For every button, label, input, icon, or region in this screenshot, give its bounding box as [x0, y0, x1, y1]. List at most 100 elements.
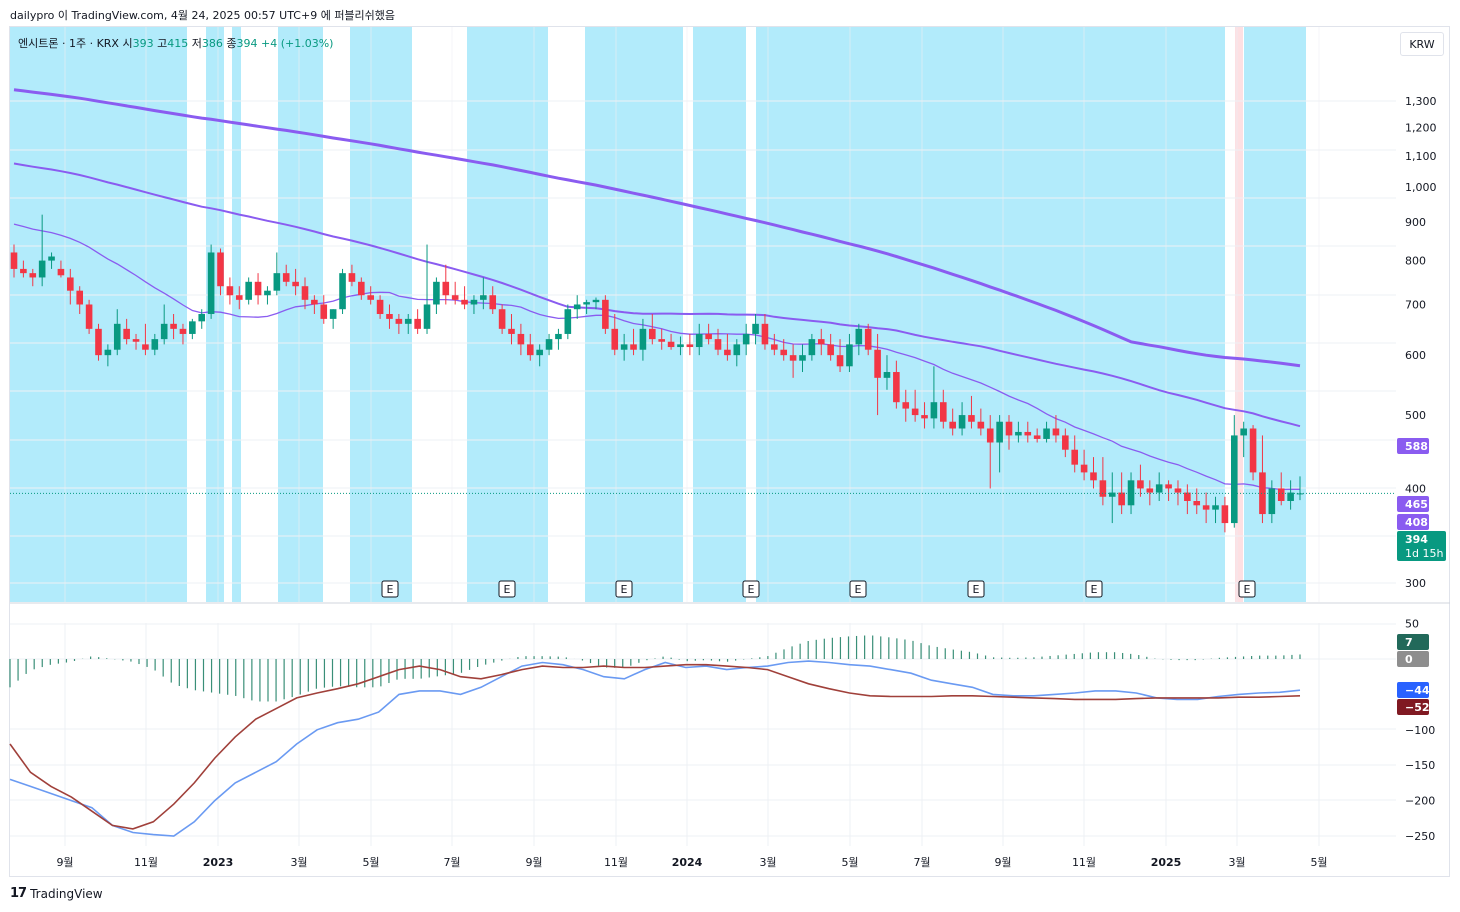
macd-tick-label: 50: [1405, 618, 1419, 631]
currency-button[interactable]: KRW: [1400, 32, 1444, 56]
candle-body: [564, 309, 572, 334]
candle-body: [395, 318, 403, 324]
candle-body: [442, 281, 450, 296]
candle-body: [198, 314, 206, 322]
macd-badge-value: −44: [1405, 684, 1430, 697]
price-badge-value: 465: [1405, 498, 1428, 511]
candle-body: [1268, 488, 1276, 515]
candle-body: [1165, 484, 1172, 489]
shade-band: [278, 27, 323, 602]
candle-body: [113, 323, 121, 350]
shade-band: [350, 27, 412, 602]
candle-body: [414, 318, 421, 329]
time-tick-label: 2023: [203, 856, 234, 869]
tradingview-branding[interactable]: 17 TradingView: [10, 886, 103, 901]
candle-body: [949, 421, 956, 429]
candle-body: [1212, 505, 1219, 510]
shade-band: [1244, 27, 1306, 602]
candle-body: [1174, 488, 1182, 493]
candle-body: [1024, 431, 1032, 436]
earnings-marker-label: E: [1091, 583, 1098, 596]
candle-body: [348, 273, 356, 282]
price-badge: [1397, 438, 1429, 454]
macd-badge-value: −52: [1405, 701, 1430, 714]
earnings-marker: [742, 580, 760, 598]
macd-badge-value: 0: [1405, 653, 1413, 666]
candle-body: [67, 277, 74, 291]
tradingview-logo-icon: 17: [10, 886, 27, 901]
earnings-marker: [849, 580, 867, 598]
earnings-marker-label: E: [504, 583, 511, 596]
candle-body: [264, 290, 271, 296]
time-axis: 9월 11월 2023 3월 5월 7월 9월 11월 2024 3월 5월 7월 9월 11월 2025 3…: [56, 856, 1327, 869]
price-tick-label: 800: [1405, 255, 1426, 268]
candle-body: [799, 355, 806, 361]
candle-body: [686, 344, 694, 348]
price-tick-label: 1,100: [1405, 150, 1437, 163]
candle-body: [151, 339, 159, 350]
candle-body: [226, 286, 234, 296]
candle-body: [404, 318, 412, 324]
candle-body: [986, 428, 994, 443]
shade-band: [467, 27, 548, 602]
candle-body: [649, 328, 656, 340]
candle-body: [273, 273, 281, 291]
candle-body: [555, 333, 562, 340]
candle-body: [1099, 480, 1107, 497]
candle-body: [498, 309, 506, 329]
candle-body: [235, 295, 243, 300]
candle-body: [1184, 492, 1191, 501]
candle-body: [160, 323, 168, 340]
price-badge-value: 408: [1405, 516, 1428, 529]
candle-body: [1221, 505, 1229, 524]
candle-body: [705, 333, 712, 340]
price-tick-label: 700: [1405, 298, 1426, 311]
candle-body: [301, 286, 309, 300]
candle-body: [423, 304, 431, 329]
symbol-legend: 엔시트론 · 1주 · KRX 시393 고415 저386 종394 +4 (…: [18, 35, 333, 51]
candle-body: [1287, 492, 1294, 501]
candle-body: [1118, 492, 1125, 506]
price-tick-label: 1,200: [1405, 121, 1437, 134]
candle-body: [1071, 449, 1079, 465]
candle-body: [1033, 435, 1041, 439]
time-tick-label: 7월: [443, 856, 460, 869]
candle-body: [658, 339, 665, 342]
candle-body: [245, 281, 252, 300]
candle-body: [1230, 435, 1238, 524]
candle-body: [695, 333, 703, 348]
high-value: 415: [167, 37, 189, 50]
price-badge: [1397, 514, 1429, 530]
candle-body: [179, 328, 187, 334]
candle-body: [207, 252, 215, 315]
macd-tick-label: −150: [1405, 759, 1435, 772]
price-badge: [1397, 496, 1429, 512]
candle-body: [742, 333, 750, 345]
earnings-marker-label: E: [748, 583, 755, 596]
time-tick-label: 5월: [362, 856, 379, 869]
candle-body: [545, 339, 553, 350]
candle-body: [1127, 480, 1135, 506]
candle-body: [29, 273, 37, 278]
candle-body: [526, 344, 534, 356]
candle-body: [958, 415, 966, 429]
time-tick-label: 3월: [1228, 856, 1245, 869]
candle-body: [189, 321, 196, 334]
candle-body: [855, 328, 863, 345]
earnings-marker: [967, 580, 985, 598]
close-label: 종: [226, 37, 237, 50]
shade-band: [756, 27, 1225, 602]
price-badge-value: 394: [1405, 533, 1428, 546]
open-value: 393: [132, 37, 154, 50]
candle-body: [1193, 500, 1201, 506]
earnings-marker: [1085, 580, 1103, 598]
time-tick-label: 9월: [525, 856, 542, 869]
price-tick-label: 1,300: [1405, 95, 1437, 108]
shade-band: [206, 27, 224, 602]
open-label: 시: [122, 37, 133, 50]
candle-body: [808, 339, 816, 356]
candle-body: [1240, 428, 1247, 436]
earnings-marker-label: E: [387, 583, 394, 596]
